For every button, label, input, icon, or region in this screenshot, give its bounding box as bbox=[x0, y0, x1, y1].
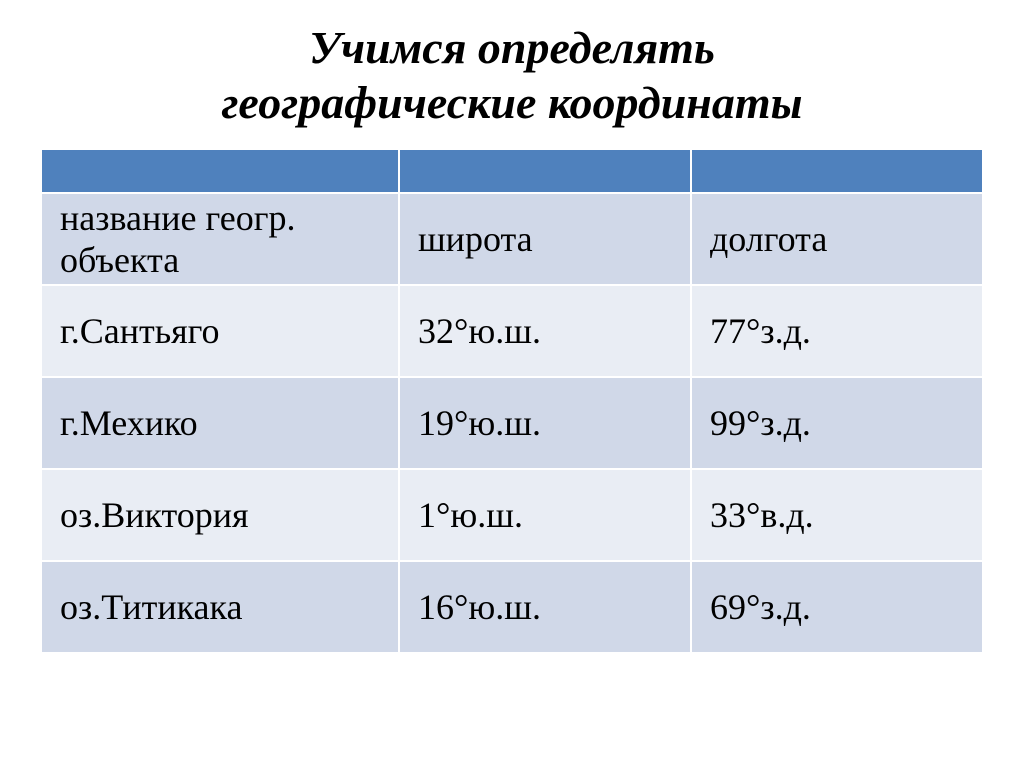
title-line-1: Учимся определять bbox=[309, 22, 715, 73]
cell-text: г.Сантьяго bbox=[60, 311, 220, 351]
table-row: название геогр. объекта широта долгота bbox=[41, 193, 983, 285]
cell-text: г.Мехико bbox=[60, 403, 198, 443]
cell: название геогр. объекта bbox=[41, 193, 399, 285]
cell: 16°ю.ш. bbox=[399, 561, 691, 653]
coordinates-table: название геогр. объекта широта долгота г… bbox=[40, 148, 984, 654]
title-line-2: географические координаты bbox=[221, 77, 802, 128]
cell: оз.Виктория bbox=[41, 469, 399, 561]
table-row: оз.Титикака 16°ю.ш. 69°з.д. bbox=[41, 561, 983, 653]
cell: 69°з.д. bbox=[691, 561, 983, 653]
table-row: г.Сантьяго 32°ю.ш. 77°з.д. bbox=[41, 285, 983, 377]
cell-text: 19°ю.ш. bbox=[418, 403, 541, 443]
cell-text: широта bbox=[418, 219, 533, 259]
cell-text: 16°ю.ш. bbox=[418, 587, 541, 627]
table-row: г.Мехико 19°ю.ш. 99°з.д. bbox=[41, 377, 983, 469]
cell-text: 99°з.д. bbox=[710, 403, 811, 443]
cell-text: 32°ю.ш. bbox=[418, 311, 541, 351]
cell: широта bbox=[399, 193, 691, 285]
cell: 33°в.д. bbox=[691, 469, 983, 561]
cell-text: 69°з.д. bbox=[710, 587, 811, 627]
cell: 1°ю.ш. bbox=[399, 469, 691, 561]
header-cell-0 bbox=[41, 149, 399, 193]
cell: оз.Титикака bbox=[41, 561, 399, 653]
page-title: Учимся определять географические координ… bbox=[40, 20, 984, 130]
cell: 19°ю.ш. bbox=[399, 377, 691, 469]
table-row: оз.Виктория 1°ю.ш. 33°в.д. bbox=[41, 469, 983, 561]
cell: г.Сантьяго bbox=[41, 285, 399, 377]
cell-text: долгота bbox=[710, 219, 827, 259]
header-cell-1 bbox=[399, 149, 691, 193]
cell-text: название геогр. объекта bbox=[60, 198, 296, 280]
cell-text: 1°ю.ш. bbox=[418, 495, 523, 535]
cell: г.Мехико bbox=[41, 377, 399, 469]
cell: 99°з.д. bbox=[691, 377, 983, 469]
cell-text: оз.Титикака bbox=[60, 587, 242, 627]
cell: 77°з.д. bbox=[691, 285, 983, 377]
cell-text: оз.Виктория bbox=[60, 495, 249, 535]
cell: долгота bbox=[691, 193, 983, 285]
header-cell-2 bbox=[691, 149, 983, 193]
cell: 32°ю.ш. bbox=[399, 285, 691, 377]
cell-text: 77°з.д. bbox=[710, 311, 811, 351]
table-body: название геогр. объекта широта долгота г… bbox=[41, 193, 983, 653]
cell-text: 33°в.д. bbox=[710, 495, 814, 535]
table-header-row bbox=[41, 149, 983, 193]
